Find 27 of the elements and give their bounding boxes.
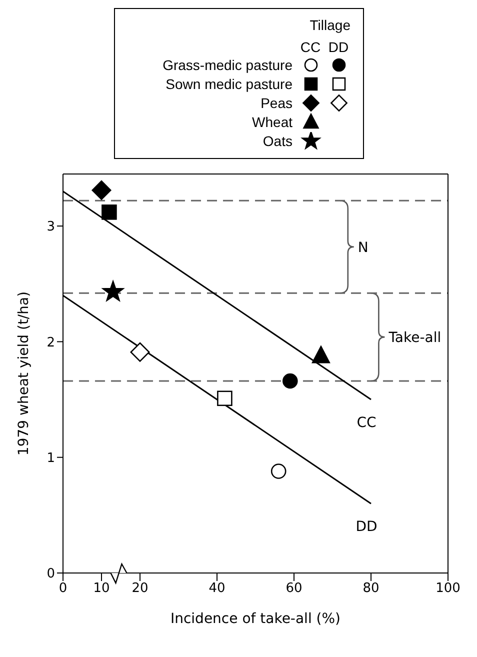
y-tick-label: 0 bbox=[46, 566, 55, 582]
y-tick-label: 1 bbox=[46, 450, 55, 466]
point bbox=[312, 346, 330, 364]
series-label: DD bbox=[356, 519, 378, 536]
y-axis-title: 1979 wheat yield (t/ha) bbox=[16, 291, 32, 456]
legend-label: Oats bbox=[262, 132, 292, 148]
legend-title: Tillage bbox=[308, 17, 352, 33]
x-tick-label: 60 bbox=[286, 581, 302, 596]
y-tick-label: 3 bbox=[46, 220, 55, 235]
legend-label: Wheat bbox=[252, 114, 292, 130]
x-tick-label: 40 bbox=[208, 581, 226, 596]
legend-label: Grass-medic pasture bbox=[162, 56, 292, 72]
series-label: CC bbox=[356, 415, 376, 432]
annotation: N bbox=[358, 240, 368, 256]
legend-label: Sown medic pasture bbox=[166, 76, 292, 92]
x-tick-label: 10 bbox=[93, 581, 110, 596]
x-tick-label: 100 bbox=[436, 581, 460, 596]
text: DD bbox=[328, 39, 349, 55]
text: CC bbox=[300, 39, 321, 55]
point bbox=[102, 280, 124, 302]
x-tick-label: 80 bbox=[362, 581, 380, 596]
annotation: Take-all bbox=[388, 330, 442, 346]
x-axis-title: Incidence of take-all (%) bbox=[170, 611, 341, 627]
x-tick-label: 0 bbox=[58, 581, 68, 596]
y-tick-label: 2 bbox=[46, 335, 55, 350]
x-tick-label: 20 bbox=[132, 581, 148, 596]
legend-label: Peas bbox=[260, 94, 292, 110]
